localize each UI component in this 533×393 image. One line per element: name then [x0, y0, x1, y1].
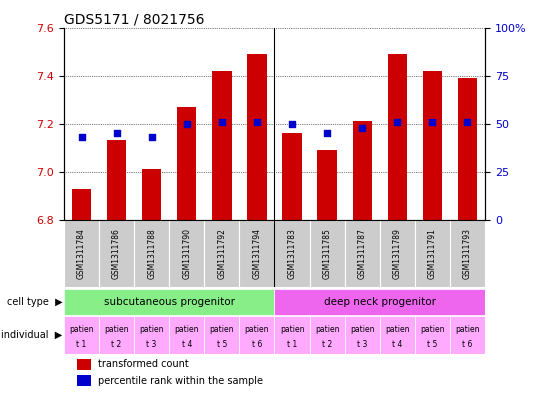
Text: t 6: t 6	[462, 340, 473, 349]
Bar	[107, 140, 126, 220]
Text: patien: patien	[209, 325, 234, 334]
Point	[217, 119, 226, 125]
Bar	[450, 220, 485, 287]
Text: transformed count: transformed count	[98, 360, 188, 369]
Bar	[345, 220, 380, 287]
Bar	[77, 375, 91, 386]
Point	[428, 119, 437, 125]
Text: t 1: t 1	[287, 340, 297, 349]
Bar	[99, 316, 134, 354]
Text: deep neck progenitor: deep neck progenitor	[324, 297, 436, 307]
Bar	[212, 71, 231, 220]
Point	[358, 124, 367, 130]
Text: GSM1311789: GSM1311789	[393, 228, 402, 279]
Bar	[415, 316, 450, 354]
Text: GSM1311793: GSM1311793	[463, 228, 472, 279]
Text: GSM1311792: GSM1311792	[217, 228, 227, 279]
Bar	[169, 220, 204, 287]
Bar	[239, 316, 274, 354]
Bar	[204, 316, 239, 354]
Text: patien: patien	[455, 325, 480, 334]
Text: GDS5171 / 8021756: GDS5171 / 8021756	[64, 12, 205, 26]
Point	[148, 134, 156, 140]
Bar	[142, 169, 161, 220]
Text: patien: patien	[385, 325, 409, 334]
Bar	[77, 359, 91, 370]
Bar	[380, 316, 415, 354]
Text: individual  ▶: individual ▶	[1, 330, 62, 340]
Point	[77, 134, 86, 140]
Bar	[247, 54, 266, 220]
Text: cell type  ▶: cell type ▶	[6, 297, 62, 307]
Text: percentile rank within the sample: percentile rank within the sample	[98, 376, 263, 386]
Text: patien: patien	[280, 325, 304, 334]
Text: patien: patien	[140, 325, 164, 334]
Bar	[239, 220, 274, 287]
Point	[182, 121, 191, 127]
Text: t 4: t 4	[182, 340, 192, 349]
Bar	[458, 78, 477, 220]
Bar	[274, 220, 310, 287]
Bar	[310, 316, 345, 354]
Point	[323, 130, 332, 136]
Text: t 2: t 2	[322, 340, 332, 349]
Text: patien: patien	[69, 325, 94, 334]
Bar	[64, 220, 99, 287]
Bar	[274, 288, 485, 314]
Bar	[345, 316, 380, 354]
Bar	[380, 220, 415, 287]
Text: GSM1311788: GSM1311788	[147, 228, 156, 279]
Text: t 6: t 6	[252, 340, 262, 349]
Bar	[450, 316, 485, 354]
Text: patien: patien	[245, 325, 269, 334]
Text: t 5: t 5	[217, 340, 227, 349]
Bar	[204, 220, 239, 287]
Text: t 1: t 1	[76, 340, 87, 349]
Text: GSM1311794: GSM1311794	[253, 228, 262, 279]
Text: t 4: t 4	[392, 340, 402, 349]
Text: t 3: t 3	[357, 340, 367, 349]
Text: GSM1311784: GSM1311784	[77, 228, 86, 279]
Bar	[169, 316, 204, 354]
Point	[463, 119, 472, 125]
Text: patien: patien	[104, 325, 129, 334]
Bar	[134, 220, 169, 287]
Point	[112, 130, 121, 136]
Bar	[274, 316, 310, 354]
Bar	[318, 150, 337, 220]
Bar	[387, 54, 407, 220]
Text: subcutaneous progenitor: subcutaneous progenitor	[104, 297, 235, 307]
Point	[288, 121, 296, 127]
Bar	[72, 189, 91, 220]
Bar	[177, 107, 197, 220]
Text: GSM1311783: GSM1311783	[287, 228, 296, 279]
Text: GSM1311786: GSM1311786	[112, 228, 121, 279]
Bar	[415, 220, 450, 287]
Bar	[282, 133, 302, 220]
Text: t 3: t 3	[147, 340, 157, 349]
Bar	[64, 288, 274, 314]
Bar	[423, 71, 442, 220]
Text: patien: patien	[174, 325, 199, 334]
Bar	[134, 316, 169, 354]
Text: patien: patien	[350, 325, 375, 334]
Bar	[310, 220, 345, 287]
Text: GSM1311785: GSM1311785	[322, 228, 332, 279]
Text: t 2: t 2	[111, 340, 122, 349]
Bar	[64, 316, 99, 354]
Text: patien: patien	[315, 325, 340, 334]
Point	[253, 119, 261, 125]
Text: GSM1311790: GSM1311790	[182, 228, 191, 279]
Text: GSM1311791: GSM1311791	[428, 228, 437, 279]
Bar	[352, 121, 372, 220]
Text: t 5: t 5	[427, 340, 438, 349]
Text: patien: patien	[420, 325, 445, 334]
Point	[393, 119, 401, 125]
Text: GSM1311787: GSM1311787	[358, 228, 367, 279]
Bar	[99, 220, 134, 287]
